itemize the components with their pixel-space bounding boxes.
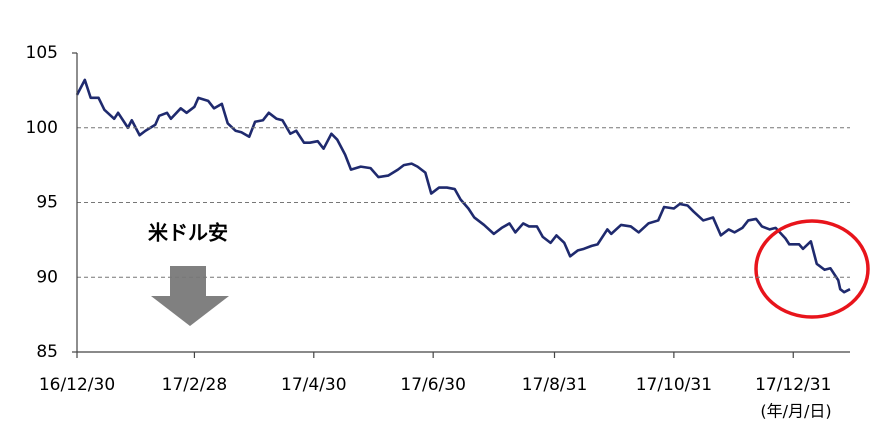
arrow-head [151,296,229,326]
x-tick-label: 16/12/30 [39,375,115,395]
y-tick-label: 100 [26,118,58,138]
annotation: (年/月/日) [760,402,831,421]
line-series [75,78,851,294]
x-tick-label: 17/4/30 [281,375,347,395]
highlight-circle [754,219,870,319]
x-tick-label: 17/10/31 [636,375,712,395]
annotation: 米ドル安 [148,221,228,245]
y-tick-label: 105 [26,43,58,63]
y-tick-label: 95 [36,193,58,213]
down-arrow [151,266,229,326]
x-tick-label: 17/2/28 [162,375,228,395]
arrow-shaft [170,266,206,297]
y-tick-label: 85 [36,342,58,362]
x-tick-label: 17/6/30 [400,375,466,395]
x-tick-label: 17/12/31 [755,375,831,395]
x-tick-label: 17/8/31 [522,375,588,395]
y-tick-label: 90 [36,267,58,287]
